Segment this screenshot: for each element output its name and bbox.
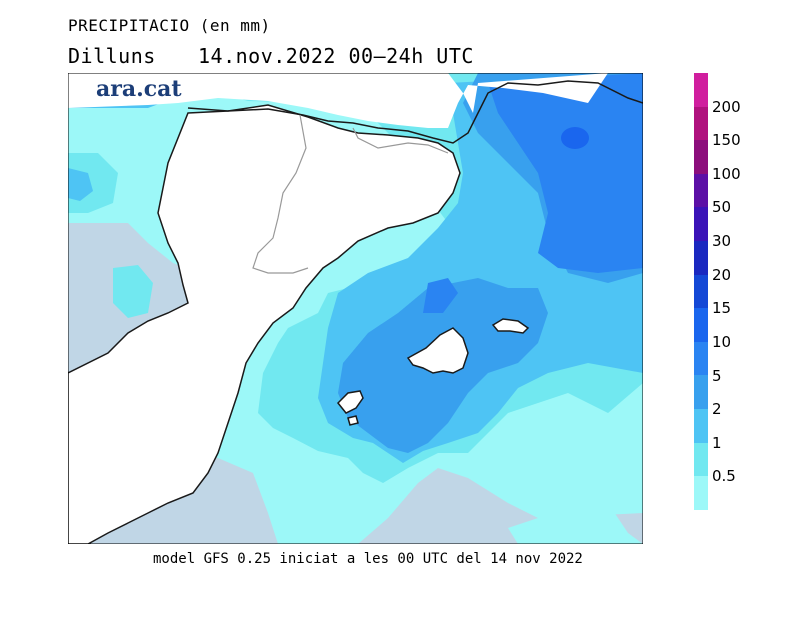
land-france [68, 73, 608, 128]
precip-band-1mm-sw [113, 265, 153, 318]
legend-swatch [694, 241, 708, 275]
precipitation-map [68, 73, 643, 544]
legend-swatch [694, 308, 708, 342]
legend-swatch [694, 73, 708, 107]
island-menorca [491, 318, 530, 334]
island-mallorca [406, 327, 469, 374]
regional-borders [252, 114, 449, 274]
legend-label: 20 [712, 265, 732, 284]
legend-swatch [694, 375, 708, 410]
legend-label: 200 [712, 97, 741, 116]
legend-swatch [694, 274, 708, 309]
precip-band-15mm-core [561, 127, 589, 149]
legend-swatch [694, 442, 708, 477]
legend-label: 50 [712, 198, 732, 217]
precip-band-0-5mm-south [508, 493, 643, 544]
precip-band-10mm [488, 73, 643, 273]
legend-swatch [694, 140, 708, 174]
legend-label: 1 [712, 433, 722, 452]
legend-label: 2 [712, 400, 722, 419]
legend-label: 5 [712, 366, 722, 385]
island-ibiza [336, 390, 364, 414]
national-border [187, 80, 643, 144]
island-formentera [347, 415, 359, 426]
model-footer: model GFS 0.25 iniciat a les 00 UTC del … [153, 551, 583, 567]
legend-label: 0.5 [712, 467, 736, 486]
legend-swatch [694, 173, 708, 208]
legend-label: 30 [712, 232, 732, 251]
legend-label: 100 [712, 164, 741, 183]
legend-swatch [694, 409, 708, 443]
legend-labels: 200 150 100 50 30 20 15 10 5 2 1 0.5 [712, 73, 772, 523]
legend-label: 15 [712, 299, 732, 318]
land-mainland [68, 104, 461, 544]
legend-colorbar [694, 73, 708, 510]
legend-swatch [694, 341, 708, 376]
map-title: PRECIPITACIO (en mm) [68, 16, 271, 35]
legend-label: 150 [712, 131, 741, 150]
brand-logo: ara.cat [96, 76, 182, 102]
precip-band-10mm-sea [423, 278, 458, 313]
legend-swatch [694, 106, 708, 141]
forecast-period: 14.nov.2022 00‒24h UTC [198, 44, 474, 68]
forecast-day: Dilluns [68, 44, 156, 68]
legend-label: 10 [712, 332, 732, 351]
map-subtitle: Dilluns 14.nov.2022 00‒24h UTC [68, 44, 474, 68]
legend-swatch [694, 476, 708, 510]
precip-band-2mm-west [68, 168, 93, 201]
legend-swatch [694, 207, 708, 242]
